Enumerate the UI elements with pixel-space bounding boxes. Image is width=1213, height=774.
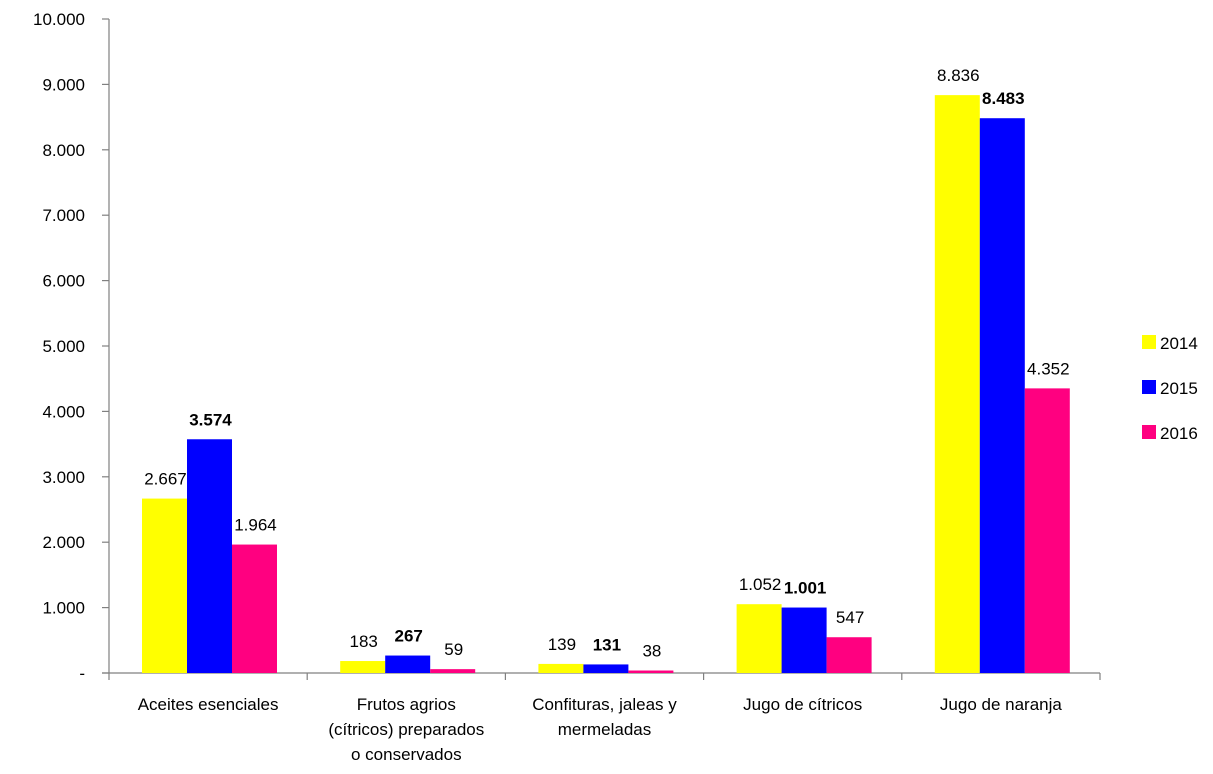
data-label-2014: 1.052	[739, 575, 782, 594]
y-tick-label: 9.000	[42, 75, 85, 94]
y-tick-label: 3.000	[42, 468, 85, 487]
y-tick-label: 7.000	[42, 206, 85, 225]
data-label-2015: 131	[593, 635, 621, 654]
legend-label-2016: 2016	[1160, 424, 1198, 443]
legend-swatch-2014	[1142, 335, 1156, 349]
data-label-2014: 139	[548, 635, 576, 654]
x-tick-label: Jugo de cítricos	[743, 695, 862, 714]
y-tick-label: -	[79, 664, 85, 683]
x-tick-label: Aceites esenciales	[138, 695, 279, 714]
y-tick-label: 4.000	[42, 402, 85, 421]
x-tick-label: Jugo de naranja	[940, 695, 1062, 714]
legend-swatch-2016	[1142, 425, 1156, 439]
data-label-2015: 1.001	[784, 579, 827, 598]
data-label-2014: 183	[350, 632, 378, 651]
bar-2015	[583, 664, 629, 673]
data-label-2015: 267	[395, 627, 423, 646]
y-tick-label: 6.000	[42, 272, 85, 291]
bar-2016	[826, 637, 872, 673]
bar-2016	[1024, 388, 1070, 673]
x-tick-label-line: Frutos agrios	[357, 695, 456, 714]
y-tick-label: 5.000	[42, 337, 85, 356]
y-tick-label: 1.000	[42, 599, 85, 618]
x-tick-label: Frutos agrios (cítricos) preparados o cons…	[328, 695, 484, 764]
bar-2014	[340, 661, 386, 673]
axes: - 1.000 2.000 3.000 4.000 5.000 6.000 7.000 8.00…	[33, 10, 1101, 764]
x-tick-label-line: Aceites esenciales	[138, 695, 279, 714]
legend-label-2015: 2015	[1160, 379, 1198, 398]
y-tick-label: 10.000	[33, 10, 85, 29]
bars	[142, 95, 1070, 674]
x-tick-label-line: (cítricos) preparados	[328, 720, 484, 739]
bar-2014	[736, 604, 782, 673]
bar-2014	[934, 95, 980, 673]
bar-2016	[232, 544, 277, 673]
data-labels: 2.667 183 139 1.052 8.836 3.574 267 131 1.001 8.4…	[144, 66, 1069, 660]
bar-2015	[385, 655, 431, 673]
data-label-2016: 38	[642, 642, 661, 661]
x-tick-label-line: o conservados	[351, 745, 462, 764]
bar-2014	[142, 498, 187, 673]
data-label-2015: 3.574	[189, 410, 232, 429]
bar-2015	[781, 607, 827, 673]
x-tick-label: Confituras, jaleas y mermeladas	[532, 695, 677, 739]
bar-2015	[187, 439, 232, 673]
bar-2015	[979, 118, 1025, 674]
data-label-2016: 59	[444, 640, 463, 659]
y-tick-label: 2.000	[42, 533, 85, 552]
data-label-2016: 1.964	[234, 516, 277, 535]
bar-2014	[538, 663, 584, 673]
bar-2016	[430, 669, 476, 673]
data-label-2014: 8.836	[937, 66, 980, 85]
x-tick-label-line: Confituras, jaleas y	[532, 695, 677, 714]
data-label-2015: 8.483	[982, 89, 1025, 108]
legend-swatch-2015	[1142, 380, 1156, 394]
x-tick-label-line: Jugo de cítricos	[743, 695, 862, 714]
x-tick-label-line: mermeladas	[558, 720, 652, 739]
x-tick-label-line: Jugo de naranja	[940, 695, 1062, 714]
legend-label-2014: 2014	[1160, 334, 1198, 353]
data-label-2016: 547	[836, 608, 864, 627]
bar-2016	[628, 670, 674, 673]
y-tick-label: 8.000	[42, 141, 85, 160]
legend: 2014 2015 2016	[1142, 334, 1198, 443]
data-label-2016: 4.352	[1027, 359, 1070, 378]
data-label-2014: 2.667	[144, 470, 187, 489]
